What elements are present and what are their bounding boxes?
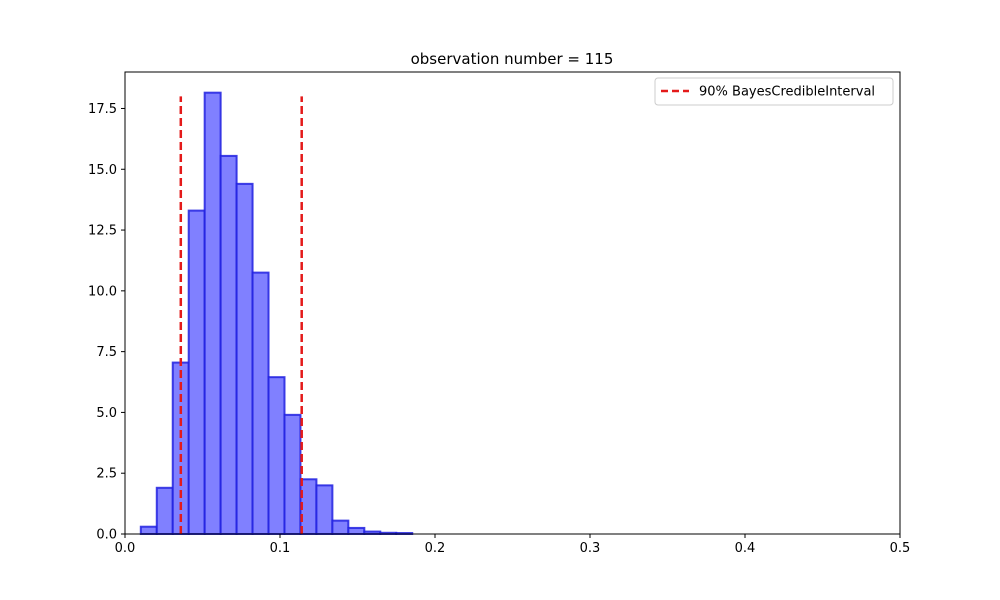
credible-interval-lines	[179, 96, 303, 534]
legend-label: 90% BayesCredibleInterval	[699, 85, 875, 100]
histogram-bar	[331, 519, 350, 536]
legend-box	[654, 77, 894, 106]
y-tick-label: 17.5	[88, 102, 117, 117]
histogram-bars	[139, 91, 414, 536]
histogram-bar	[139, 525, 158, 535]
y-tick-label: 12.5	[88, 224, 117, 239]
y-tick-label: 10.0	[88, 284, 117, 299]
legend: 90% BayesCredibleInterval	[654, 77, 894, 106]
x-tick-label: 0.0	[115, 541, 136, 556]
y-tick-label: 7.5	[96, 345, 117, 360]
histogram-bar	[283, 413, 302, 535]
plot-area-frame	[124, 71, 901, 535]
histogram-bar	[251, 271, 270, 535]
x-axis: 0.0 0.1 0.2 0.3 0.4 0.5	[115, 534, 911, 556]
x-tick-label: 0.4	[735, 541, 756, 556]
histogram-bar	[155, 486, 174, 535]
y-tick-label: 15.0	[88, 163, 117, 178]
histogram-bar	[315, 484, 334, 535]
histogram-bar	[267, 376, 286, 535]
y-tick-label: 0.0	[96, 528, 117, 543]
histogram-bar	[235, 182, 254, 535]
chart-title: observation number = 115	[411, 50, 614, 68]
x-tick-label: 0.1	[270, 541, 291, 556]
y-axis: 0.0 2.5 5.0 7.5 10.0 12.5 15.0 17.5	[88, 102, 125, 543]
histogram-bar	[203, 91, 222, 535]
y-tick-label: 2.5	[96, 467, 117, 482]
y-tick-label: 5.0	[96, 406, 117, 421]
x-tick-label: 0.3	[580, 541, 601, 556]
histogram-bar	[187, 209, 206, 535]
histogram-bar	[219, 154, 238, 536]
x-tick-label: 0.2	[425, 541, 446, 556]
histogram-bar	[347, 526, 366, 536]
x-tick-label: 0.5	[890, 541, 911, 556]
